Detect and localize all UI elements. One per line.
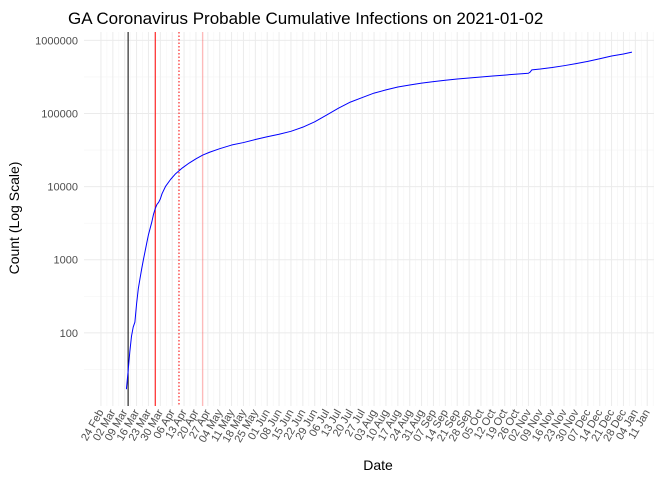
y-axis-title: Count (Log Scale): [6, 162, 22, 275]
x-axis-title: Date: [363, 457, 393, 473]
series-line: [125, 51, 633, 390]
y-tick-label: 10000: [47, 182, 78, 194]
y-tick-label: 100: [60, 328, 78, 340]
chart-title: GA Coronavirus Probable Cumulative Infec…: [68, 9, 543, 28]
y-tick-label: 100000: [41, 108, 78, 120]
plot-panel: [84, 32, 654, 406]
series-layer: [125, 51, 633, 390]
y-tick-label: 1000000: [35, 35, 78, 47]
grid-layer: [84, 32, 654, 406]
reference-lines: [127, 32, 204, 406]
y-axis: 100 1000 10000 100000 1000000: [35, 35, 78, 340]
y-tick-label: 1000: [54, 255, 78, 267]
